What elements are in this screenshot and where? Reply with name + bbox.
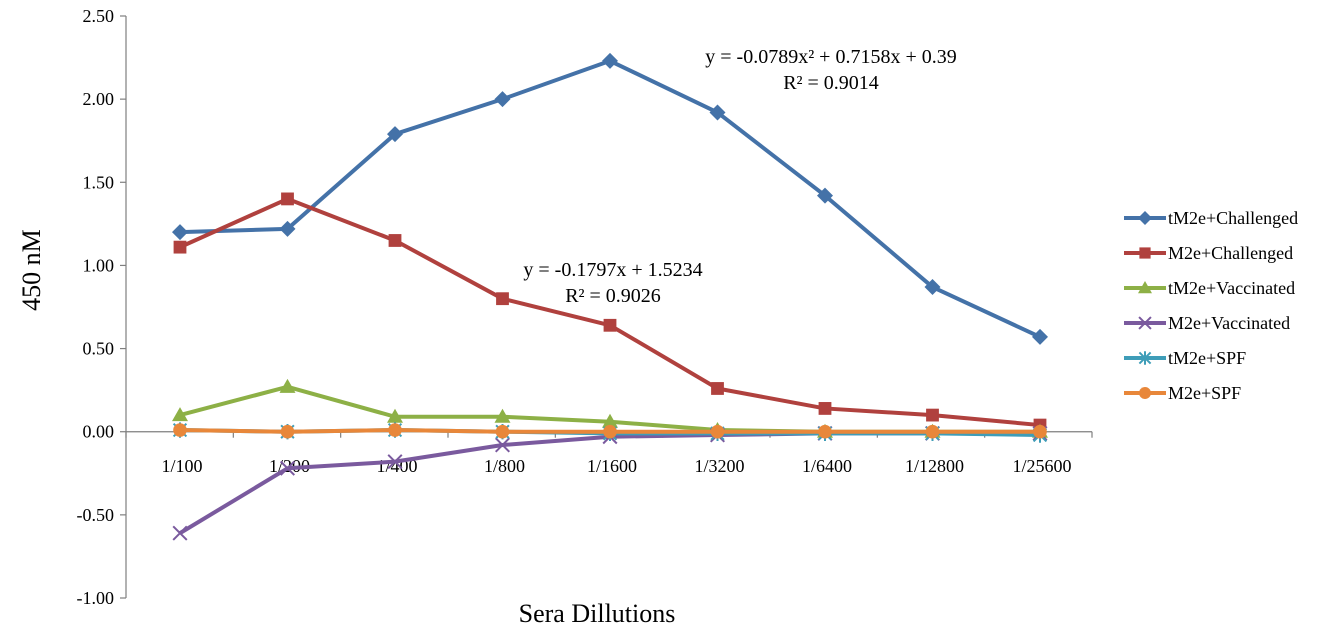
data-point <box>925 424 940 439</box>
data-point <box>172 525 188 541</box>
data-point <box>172 407 188 422</box>
y-axis-title: 450 nM <box>17 229 46 311</box>
data-point <box>387 454 403 470</box>
series-line <box>178 431 1040 535</box>
data-point <box>710 424 725 439</box>
legend-marker <box>1138 211 1152 225</box>
y-tick-label: 1.00 <box>83 255 115 275</box>
data-point <box>280 424 295 439</box>
legend-label: tM2e+SPF <box>1168 348 1246 368</box>
trendline-equation-1: y = -0.0789x² + 0.7158x + 0.39 <box>705 46 957 68</box>
data-point <box>495 424 510 439</box>
x-axis-title: Sera Dillutions <box>519 599 676 628</box>
data-point <box>818 424 832 439</box>
legend-marker <box>1138 316 1152 330</box>
data-point <box>494 408 511 423</box>
legend-marker <box>1138 281 1152 294</box>
legend-label: M2e+Challenged <box>1168 243 1293 263</box>
data-point <box>924 279 941 296</box>
y-tick-label: 1.50 <box>83 172 115 192</box>
data-point <box>279 378 296 393</box>
x-tick-label: 1/800 <box>484 456 525 476</box>
x-tick-label: 1/12800 <box>905 456 964 476</box>
data-point <box>602 413 618 428</box>
data-point <box>1033 424 1047 439</box>
data-point <box>494 91 511 108</box>
data-point <box>496 292 509 306</box>
y-tick-label: 0.00 <box>83 422 115 442</box>
legend-marker <box>1138 351 1152 365</box>
series-layer <box>172 52 1048 541</box>
data-point <box>279 460 296 476</box>
y-tick-label: 2.00 <box>83 89 115 109</box>
legend-label: tM2e+Challenged <box>1168 208 1298 228</box>
data-point <box>602 52 618 69</box>
data-point <box>603 318 617 332</box>
y-tick-label: 0.50 <box>83 339 115 359</box>
legend-label: M2e+Vaccinated <box>1168 313 1290 333</box>
y-tick-label: 2.50 <box>83 6 115 26</box>
data-point <box>817 187 833 204</box>
y-tick-label: -1.00 <box>77 588 115 608</box>
legend-item: tM2e+SPF <box>1124 348 1246 368</box>
legend-item: tM2e+Vaccinated <box>1124 278 1295 298</box>
data-point <box>709 104 726 121</box>
data-point <box>173 240 187 254</box>
series-m2e-spf <box>173 423 1047 439</box>
trendline-r2-2: R² = 0.9026 <box>565 285 661 307</box>
data-point <box>818 402 832 415</box>
data-point <box>387 408 403 423</box>
legend-marker <box>1139 387 1151 399</box>
data-point <box>281 192 294 206</box>
y-tick-label: -0.50 <box>77 505 115 525</box>
legend-item: M2e+Vaccinated <box>1124 313 1290 333</box>
data-point <box>387 126 403 143</box>
data-point <box>279 220 296 237</box>
data-point <box>494 437 511 453</box>
data-point <box>172 224 188 241</box>
x-tick-label: 1/1600 <box>587 456 637 476</box>
data-point <box>603 424 617 439</box>
x-tick-label: 1/3200 <box>694 456 744 476</box>
legend: tM2e+Challenged M2e+Challenged tM2e+Vaccin… <box>1124 208 1298 403</box>
legend-label: tM2e+Vaccinated <box>1168 278 1295 298</box>
series-m2e-challenged <box>173 192 1047 432</box>
x-tick-label: 1/6400 <box>802 456 852 476</box>
trendline-equation-2: y = -0.1797x + 1.5234 <box>523 259 702 281</box>
x-tick-label: 1/25600 <box>1012 456 1071 476</box>
data-point <box>388 423 402 437</box>
data-point <box>926 408 939 422</box>
data-point <box>388 234 402 247</box>
x-tick-label: 1/100 <box>161 456 202 476</box>
legend-label: M2e+SPF <box>1168 383 1241 403</box>
legend-item: M2e+SPF <box>1124 383 1241 403</box>
legend-marker <box>1139 247 1151 259</box>
data-point <box>711 382 724 395</box>
legend-item: M2e+Challenged <box>1124 243 1293 263</box>
data-point <box>1032 328 1048 345</box>
series-tm2e-challenged <box>172 52 1048 345</box>
data-point <box>173 423 187 437</box>
series-m2e-vaccinated <box>172 425 1048 541</box>
legend-item: tM2e+Challenged <box>1124 208 1298 228</box>
axes: 2.50 2.00 1.50 1.00 0.50 0.00 -0.50 -1.00 1/100 1… <box>77 6 1093 608</box>
trendline-r2-1: R² = 0.9014 <box>783 72 879 94</box>
